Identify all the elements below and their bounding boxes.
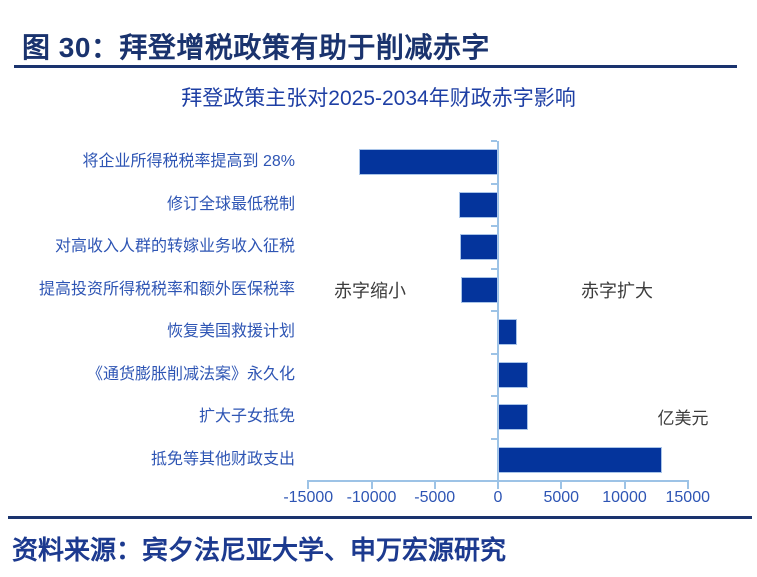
x-tick-label: -5000 [414,489,456,506]
category-label: 扩大子女抵免 [198,408,295,426]
source-note: 资料来源：宾夕法尼亚大学、申万宏源研究 [12,535,507,565]
y-axis-line [497,141,499,482]
title-divider [14,65,737,68]
category-label: 对高收入人群的转嫁业务收入征税 [54,238,295,256]
x-tick-label: 5000 [543,489,580,506]
y-axis-tick [491,225,497,227]
bar [498,404,529,431]
x-tick-label: 15000 [665,489,711,506]
category-label: 《通货膨胀削减法案》永久化 [86,365,295,383]
x-tick-label: 0 [493,489,503,506]
bar [498,446,663,473]
bar [498,319,517,346]
x-axis-tick [307,480,310,489]
y-axis-tick [491,267,497,270]
y-axis-tick [491,437,497,440]
annotation-deficit-shrink: 赤字缩小 [334,281,406,301]
y-axis-tick [491,310,497,312]
x-tick-label: -15000 [283,489,334,506]
bar [498,361,529,388]
figure-title: 图 30：拜登增税政策有助于削减赤字 [22,32,490,63]
annotation-deficit-expand: 赤字扩大 [581,281,653,301]
chart-title: 拜登政策主张对2025-2034年财政赤字影响 [181,87,576,110]
y-axis-tick [491,352,497,355]
bar [358,149,498,176]
y-axis-tick [491,480,497,482]
x-tick-label: -10000 [346,489,397,506]
category-label: 抵免等其他财政支出 [150,450,295,468]
category-label: 恢复美国救援计划 [166,323,295,341]
x-axis-tick [560,480,563,489]
y-axis-tick [491,182,497,185]
bar [460,234,498,261]
footer-divider [8,516,752,519]
x-axis-tick [623,480,626,489]
bar [458,191,498,218]
x-axis-tick [686,480,689,489]
x-axis-tick [433,480,436,489]
x-axis-tick [370,480,373,489]
category-label: 将企业所得税税率提高到 28% [82,153,295,171]
x-axis-tick [497,480,499,489]
bar [461,276,498,303]
category-label: 修订全球最低税制 [166,195,295,213]
y-axis-tick [491,140,497,142]
category-label: 提高投资所得税税率和额外医保税率 [38,280,295,298]
x-tick-label: 10000 [602,489,647,506]
unit-label: 亿美元 [657,409,709,428]
y-axis-tick [491,395,497,397]
